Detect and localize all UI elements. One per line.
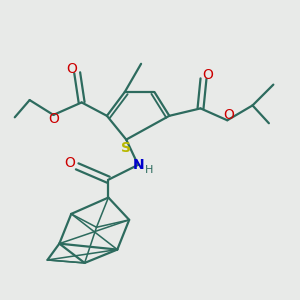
Text: N: N xyxy=(132,158,144,172)
Text: O: O xyxy=(64,156,75,170)
Text: O: O xyxy=(202,68,213,82)
Text: O: O xyxy=(223,108,234,122)
Text: O: O xyxy=(66,62,77,76)
Text: H: H xyxy=(145,165,154,175)
Text: O: O xyxy=(48,112,59,126)
Text: S: S xyxy=(121,141,131,155)
